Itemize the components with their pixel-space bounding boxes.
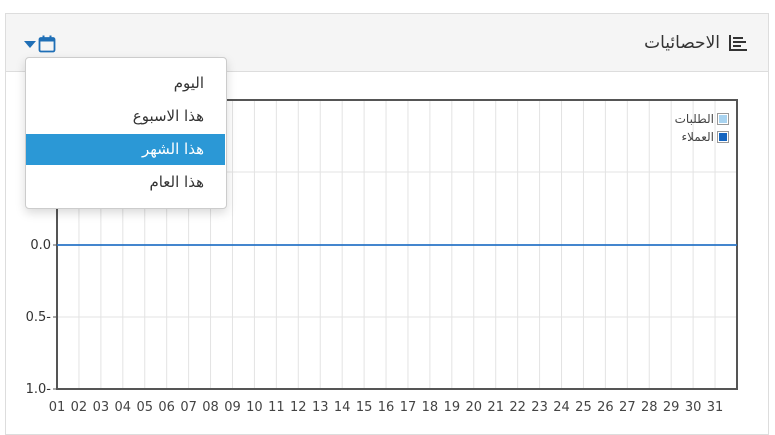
y-tick-label: 1.0-	[26, 382, 52, 397]
x-tick-label: 23	[531, 400, 548, 415]
dropdown-item-this-year[interactable]: هذا العام	[149, 173, 204, 191]
dropdown-item-today[interactable]: اليوم	[173, 74, 204, 92]
x-tick-label: 25	[575, 400, 592, 415]
x-tick-label: 26	[597, 400, 614, 415]
x-tick-label: 21	[487, 400, 504, 415]
legend-label-orders: الطلبات	[674, 112, 714, 126]
dropdown-item-this-week[interactable]: هذا الاسبوع	[132, 107, 204, 125]
x-tick-label: 07	[180, 400, 197, 415]
bar-chart-icon	[728, 34, 748, 52]
legend-swatch-customers	[717, 131, 729, 143]
x-tick-label: 01	[49, 400, 66, 415]
calendar-icon	[38, 35, 56, 53]
x-tick-label: 31	[707, 400, 724, 415]
x-tick-label: 15	[356, 400, 373, 415]
x-tick-label: 30	[685, 400, 702, 415]
x-tick-label: 03	[93, 400, 110, 415]
y-tick-label: 0.5-	[26, 310, 52, 325]
legend-item-orders: الطلبات	[675, 110, 729, 128]
x-tick-label: 04	[115, 400, 132, 415]
x-tick-label: 22	[509, 400, 526, 415]
legend-label-customers: العملاء	[681, 130, 714, 144]
date-range-dropdown: اليوم هذا الاسبوع هذا الشهر هذا العام	[25, 57, 227, 209]
x-tick-label: 28	[641, 400, 658, 415]
x-tick-label: 06	[158, 400, 175, 415]
x-tick-label: 08	[202, 400, 219, 415]
x-tick-label: 20	[466, 400, 483, 415]
x-tick-label: 14	[334, 400, 351, 415]
dropdown-item-this-month[interactable]: هذا الشهر	[26, 134, 225, 165]
x-tick-label: 11	[268, 400, 285, 415]
x-tick-label: 09	[224, 400, 241, 415]
caret-down-icon	[24, 40, 36, 48]
date-range-toggle[interactable]	[24, 33, 70, 55]
x-tick-label: 13	[312, 400, 329, 415]
y-tick-label: 0.0	[30, 238, 51, 253]
panel-title: الاحصائيات	[644, 33, 720, 53]
x-tick-label: 12	[290, 400, 307, 415]
panel-title-wrap: الاحصائيات	[644, 31, 748, 55]
x-tick-label: 27	[619, 400, 636, 415]
x-tick-label: 10	[246, 400, 263, 415]
x-tick-label: 02	[71, 400, 88, 415]
chart-legend: الطلبات العملاء	[675, 110, 729, 146]
x-tick-label: 24	[553, 400, 570, 415]
x-tick-label: 18	[422, 400, 439, 415]
x-tick-label: 17	[400, 400, 417, 415]
legend-item-customers: العملاء	[675, 128, 729, 146]
x-tick-label: 29	[663, 400, 680, 415]
legend-swatch-orders	[717, 113, 729, 125]
x-tick-label: 19	[444, 400, 461, 415]
x-tick-label: 16	[378, 400, 395, 415]
x-tick-label: 05	[136, 400, 153, 415]
